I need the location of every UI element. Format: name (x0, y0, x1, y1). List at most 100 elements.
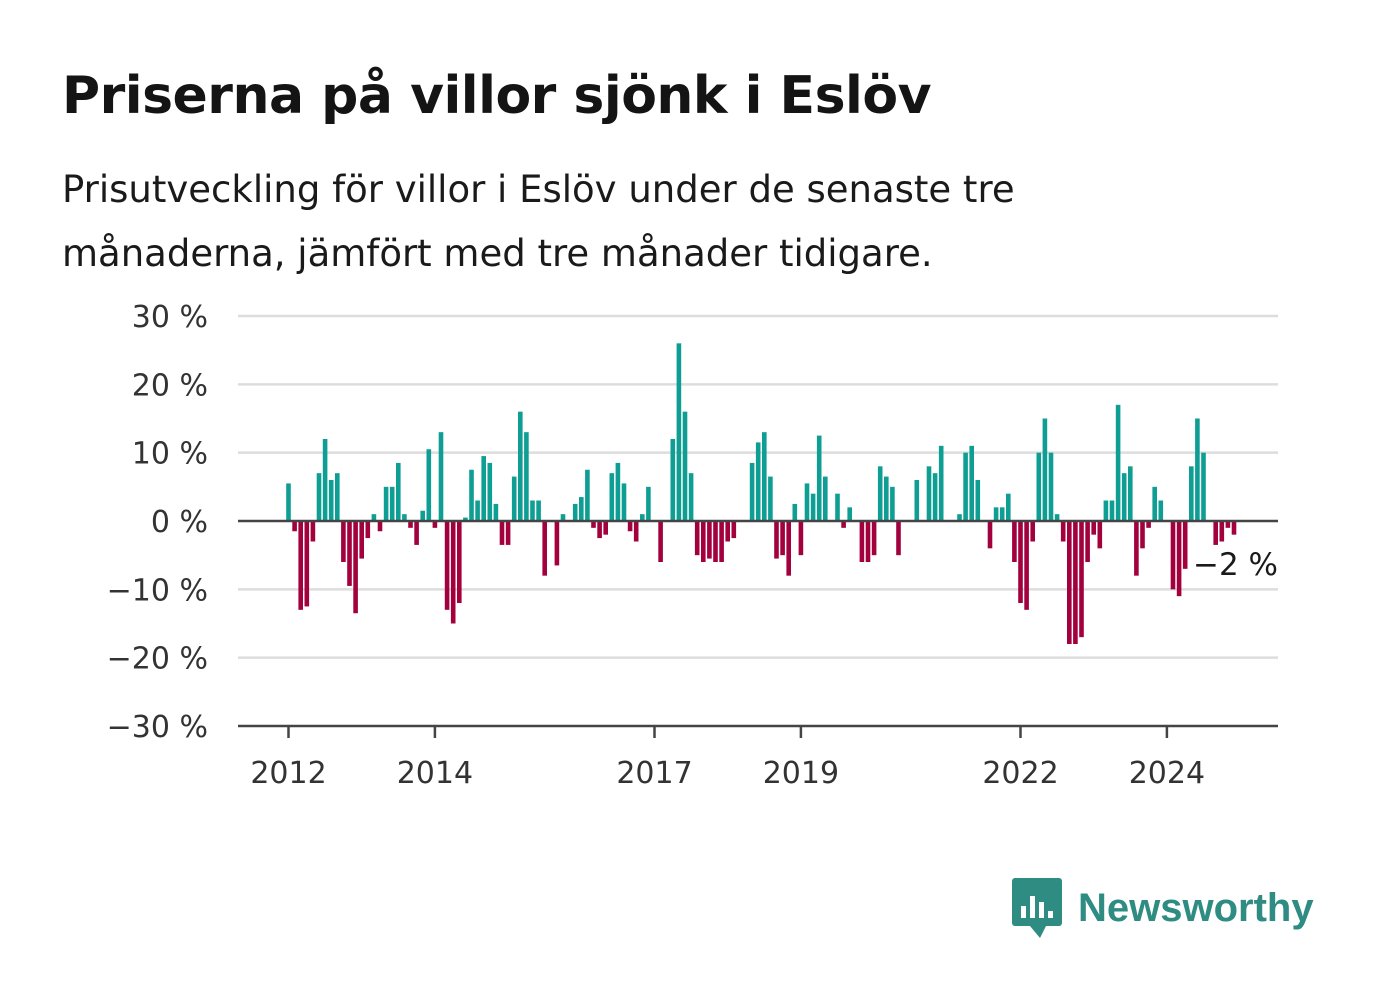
bar (1018, 521, 1023, 603)
y-tick-label: −20 % (107, 642, 208, 677)
bar (341, 521, 346, 562)
bar (444, 521, 450, 610)
bar (621, 483, 627, 521)
bar (676, 343, 682, 521)
bar (347, 521, 352, 586)
bar (408, 521, 413, 528)
bar (322, 439, 328, 521)
bar (804, 483, 810, 521)
x-tick-label: 2017 (616, 756, 692, 791)
bar (475, 500, 480, 521)
bar (1085, 521, 1090, 562)
bar (963, 452, 968, 521)
bar (389, 486, 395, 521)
bar (1060, 521, 1066, 542)
bar (371, 514, 377, 521)
bar (707, 521, 712, 559)
bar (640, 514, 645, 521)
bar (1219, 521, 1225, 542)
bar (1042, 418, 1048, 521)
bar (932, 473, 938, 521)
x-tick-label: 2019 (763, 756, 839, 791)
chart-title: Priserna på villor sjönk i Eslöv (62, 66, 931, 126)
bar (694, 521, 700, 556)
bar (688, 473, 694, 521)
bar (810, 493, 816, 521)
bar (969, 445, 974, 521)
chart-subtitle: Prisutveckling för villor i Eslöv under … (62, 168, 1015, 275)
bar (792, 503, 798, 521)
bar (1189, 466, 1194, 521)
gridlines (238, 314, 1278, 659)
bar (1170, 521, 1176, 590)
bar (1073, 521, 1078, 644)
bar (859, 521, 865, 562)
bar (975, 480, 981, 521)
y-tick-label: −30 % (107, 710, 208, 745)
bar (755, 442, 761, 521)
bar (457, 521, 462, 603)
bar (865, 521, 871, 562)
bar (877, 466, 883, 521)
bar (774, 521, 779, 559)
y-tick-label: 0 % (151, 505, 208, 540)
bar (414, 521, 419, 545)
bar (786, 521, 791, 576)
bar (1036, 452, 1042, 521)
bar (560, 514, 566, 521)
x-tick-label: 2022 (982, 756, 1058, 791)
bar (1158, 500, 1164, 521)
bar (914, 480, 920, 521)
y-axis-labels: 30 % 20 % 10 % 0 % −10 % −20 % −30 % (107, 300, 208, 745)
y-tick-label: −10 % (107, 573, 208, 608)
bar (310, 521, 316, 542)
bar (298, 521, 303, 610)
bar (597, 521, 602, 539)
bar (816, 435, 822, 521)
bar (1079, 521, 1084, 638)
y-tick-label: 10 % (132, 437, 208, 472)
bar (749, 462, 755, 521)
bar (938, 445, 944, 521)
bar (633, 521, 639, 542)
bar (542, 521, 547, 576)
bar (1231, 521, 1237, 535)
bar (469, 469, 474, 521)
bar (1213, 521, 1218, 545)
bar (1195, 418, 1200, 521)
bar (731, 521, 737, 539)
x-axis-ticks: 2012 2014 2017 2019 2022 2024 (250, 726, 1205, 791)
bar (780, 521, 785, 556)
bar (768, 476, 773, 521)
bar (536, 500, 541, 521)
bar (1182, 521, 1188, 569)
bar (487, 462, 493, 521)
bar (670, 439, 676, 521)
bar (463, 517, 468, 521)
bar (884, 476, 889, 521)
bar (438, 432, 444, 521)
bar (530, 500, 535, 521)
bar (725, 521, 730, 542)
bar (841, 521, 846, 528)
bar (603, 521, 608, 535)
bar (713, 521, 718, 562)
bar (890, 486, 895, 521)
bar (591, 521, 596, 528)
bar (823, 476, 828, 521)
bar (328, 480, 334, 521)
bar (316, 473, 322, 521)
x-tick-label: 2012 (250, 756, 326, 791)
y-tick-label: 20 % (132, 368, 208, 403)
last-value-annotation: −2 % (1193, 547, 1278, 583)
bar (1109, 500, 1115, 521)
bar (585, 469, 590, 521)
bar (1006, 493, 1011, 521)
bar (402, 514, 407, 521)
bar (1012, 521, 1017, 562)
bar (1097, 521, 1103, 549)
bar (1225, 521, 1231, 528)
bar (426, 449, 432, 521)
bar (1091, 521, 1096, 535)
bar (292, 521, 297, 532)
